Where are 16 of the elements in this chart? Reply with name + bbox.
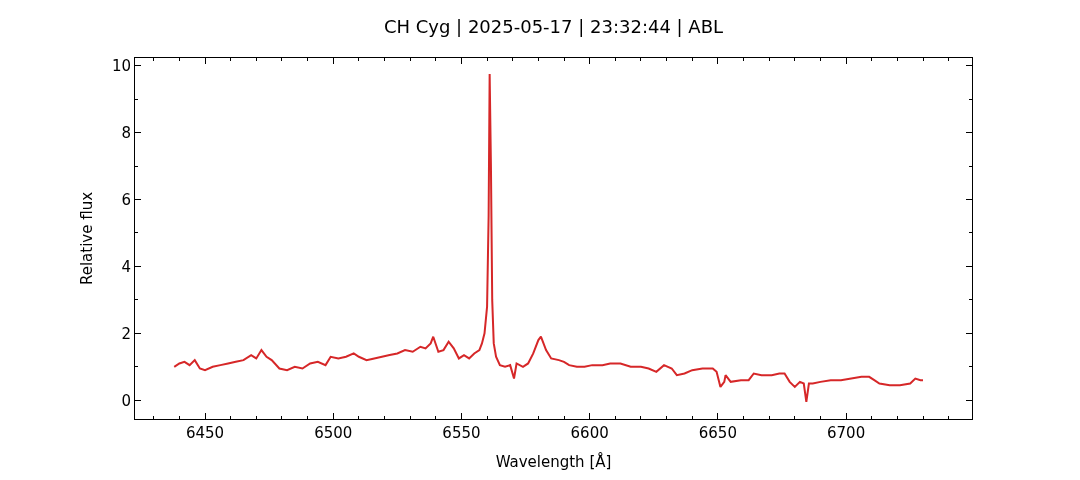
x-tick-label: 6550 xyxy=(442,424,481,442)
x-axis-title: Wavelength [Å] xyxy=(495,452,612,471)
y-tick-label: 10 xyxy=(111,56,131,75)
y-tick-label: 0 xyxy=(121,391,131,410)
x-tick-label: 6500 xyxy=(314,424,353,442)
x-tick-label: 6650 xyxy=(698,424,737,442)
y-tick-label: 4 xyxy=(121,257,131,276)
y-tick-label: 8 xyxy=(121,123,131,142)
x-tick-label: 6600 xyxy=(570,424,609,442)
line-series xyxy=(173,73,925,403)
x-tick-label: 6450 xyxy=(185,424,225,442)
y-axis-title: Relative flux xyxy=(78,191,97,286)
y-tick-label: 6 xyxy=(121,190,131,209)
y-tick-label: 2 xyxy=(121,324,131,343)
chart-title: CH Cyg | 2025-05-17 | 23:32:44 | ABL xyxy=(383,15,724,37)
x-tick-label: 6700 xyxy=(827,424,866,442)
